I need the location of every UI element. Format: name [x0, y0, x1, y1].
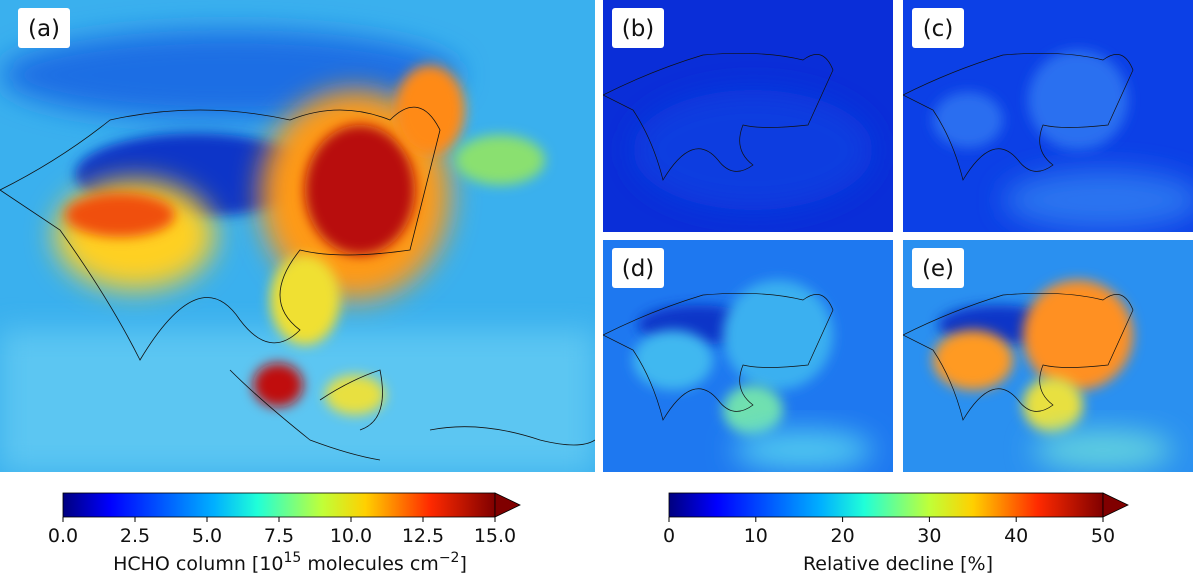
colorbar: [668, 492, 1104, 518]
colorbar-tick-label: 7.5: [264, 525, 294, 547]
panel-label: (b): [622, 16, 655, 42]
map-panel-e: [903, 240, 1193, 472]
label-superscript: 15: [284, 550, 302, 566]
panel-label: (d): [622, 256, 655, 282]
panel-label-box: [612, 248, 664, 288]
colorbar-tick-label: 15.0: [474, 525, 516, 547]
colorbar-tick-label: 40: [1004, 525, 1028, 547]
colorbar-tick-label: 5.0: [192, 525, 222, 547]
colorbar-label: HCHO column [1015 molecules cm−2]: [113, 550, 467, 575]
panel-label: (c): [923, 16, 954, 42]
map-panel-c: [903, 0, 1193, 232]
label-text: ]: [459, 553, 466, 575]
panel-label-box: [912, 248, 964, 288]
colorbar-tick-label: 12.5: [402, 525, 444, 547]
colorbar-label: Relative decline [%]: [803, 553, 993, 575]
colorbar: [62, 492, 496, 518]
colorbar-tick-label: 10.0: [330, 525, 372, 547]
colorbar-tick-label: 0: [663, 525, 675, 547]
map-panel-a: [0, 0, 595, 472]
colorbar-tick-label: 10: [744, 525, 768, 547]
panel-label: (e): [922, 256, 954, 282]
colorbar-tick-label: 0.0: [48, 525, 78, 547]
panel-label-box: [912, 8, 964, 48]
label-text: HCHO column [10: [113, 553, 283, 575]
label-superscript: −2: [439, 550, 460, 566]
label-text: Relative decline [%]: [803, 553, 993, 575]
colorbar-tick-label: 2.5: [120, 525, 150, 547]
colorbar-extension: [494, 492, 521, 518]
map-panel-b: [603, 0, 893, 232]
panel-label: (a): [28, 16, 60, 42]
label-text: molecules cm: [301, 553, 439, 575]
colorbar-tick-label: 30: [917, 525, 941, 547]
panel-label-box: [18, 8, 70, 48]
colorbar-tick-label: 50: [1091, 525, 1115, 547]
colorbar-extension: [1102, 492, 1129, 518]
panel-label-box: [612, 8, 664, 48]
colorbar-tick-label: 20: [831, 525, 855, 547]
